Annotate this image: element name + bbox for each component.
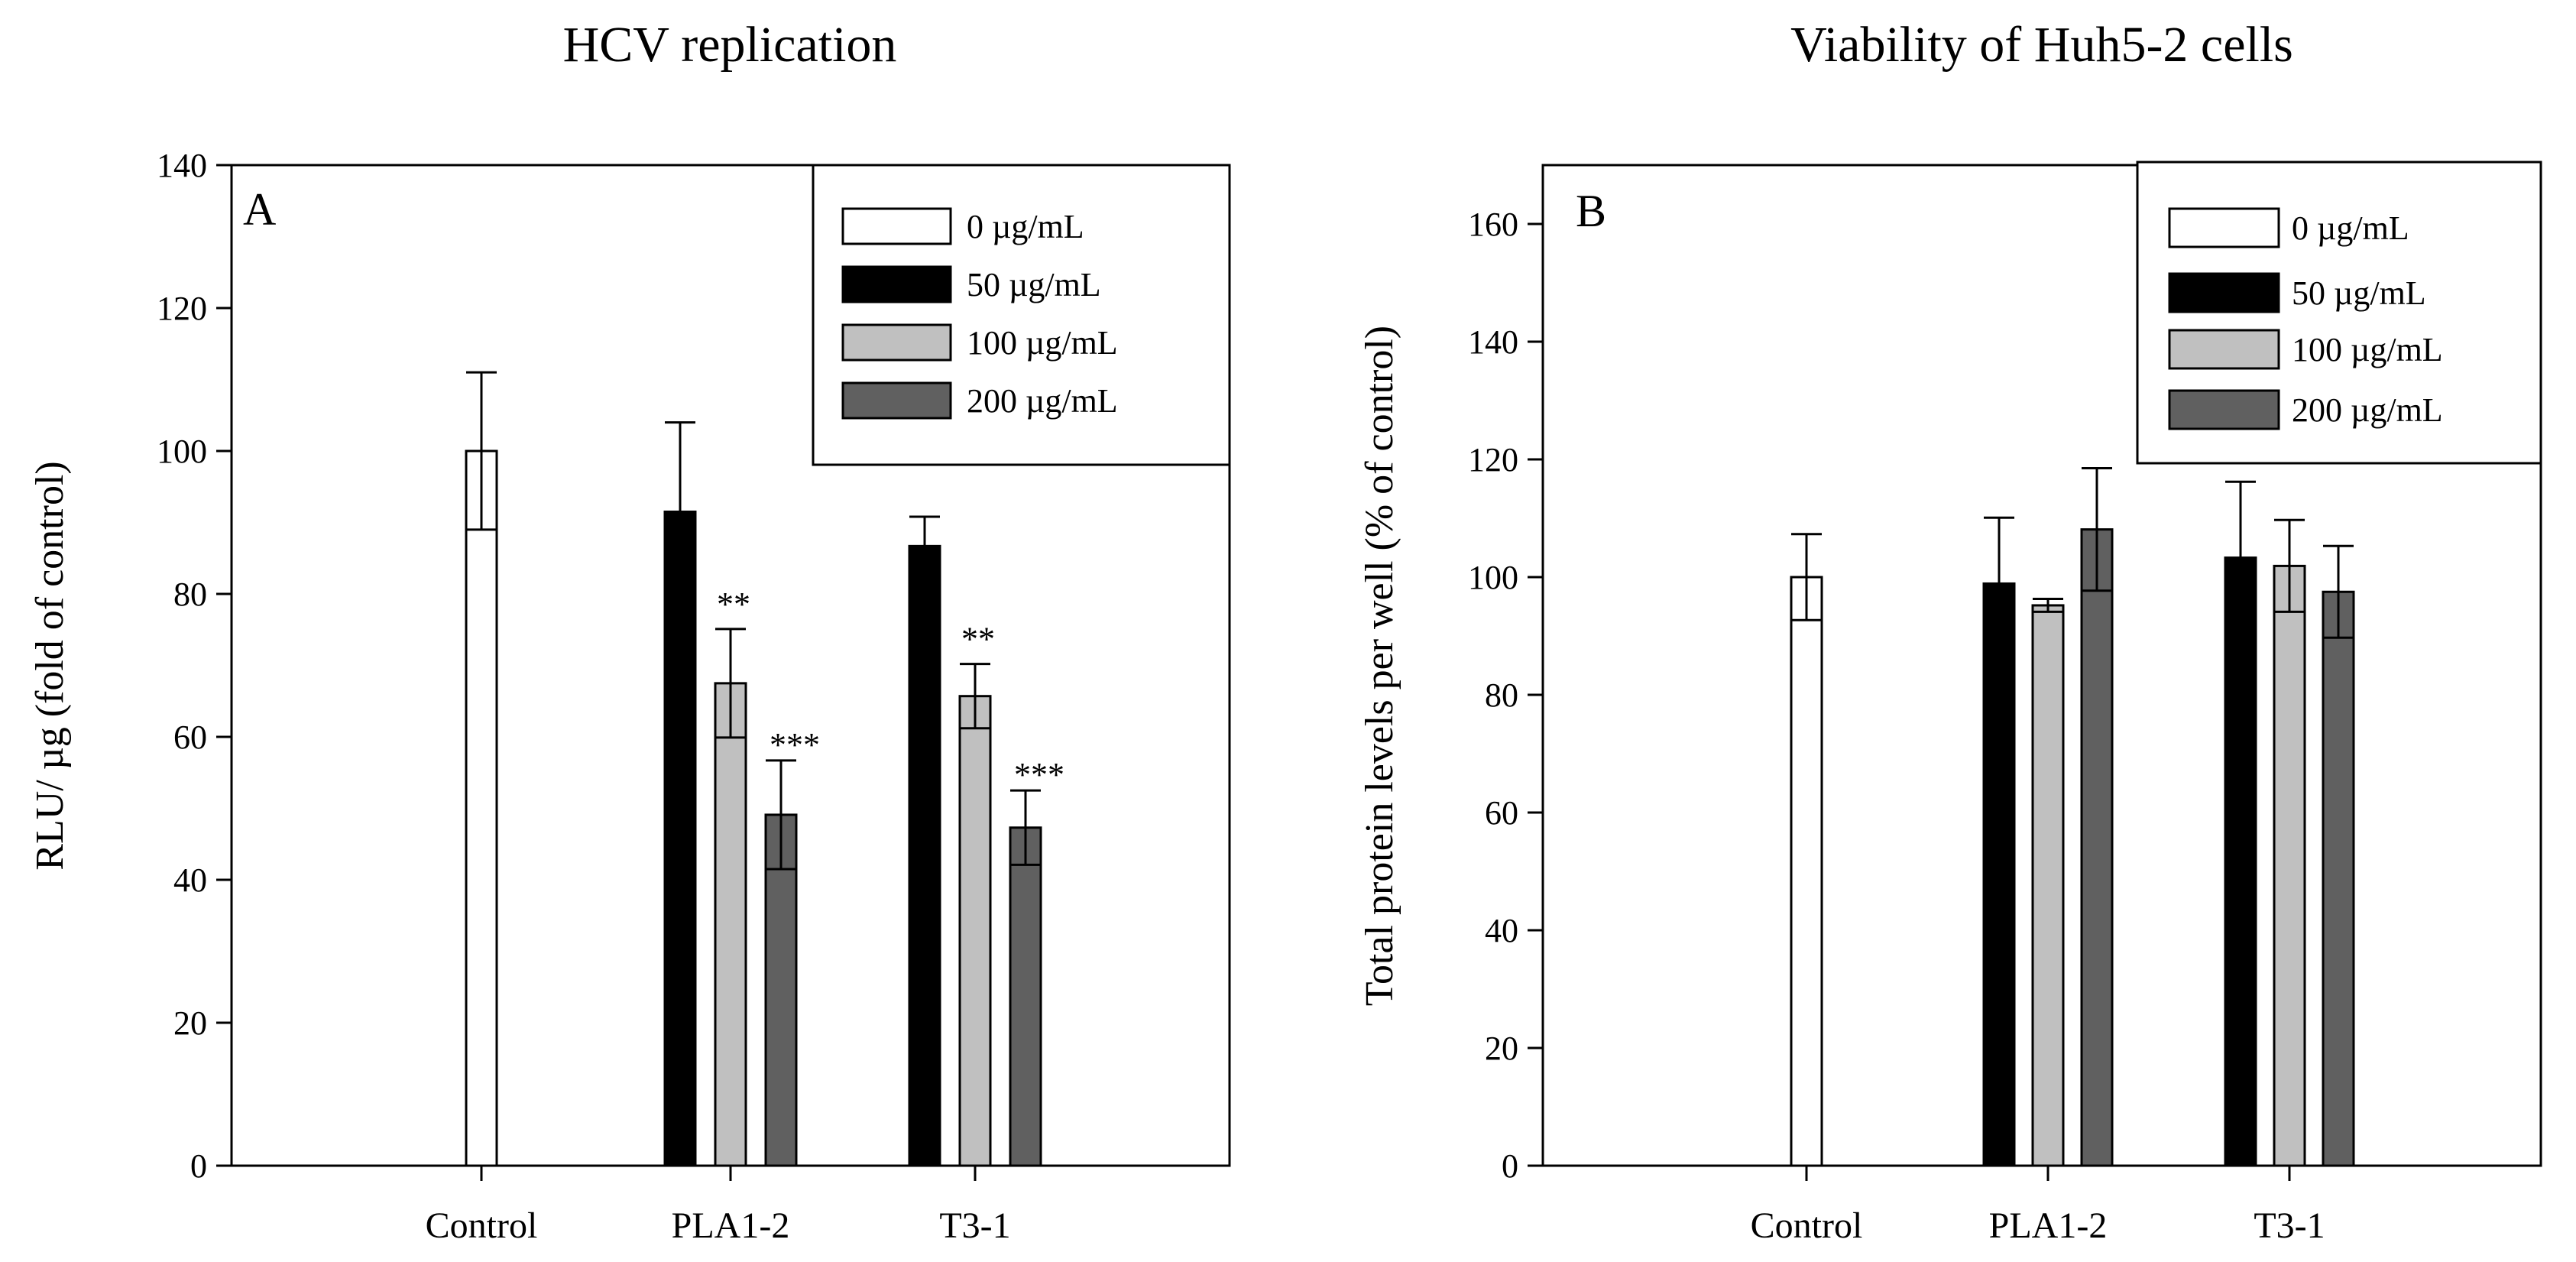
panel-a-y-tick-label: 40 [173,861,207,899]
panel-b-bar [2080,528,2114,1167]
panel-a-bar [908,544,941,1167]
panel-a-significance-label: ** [717,586,750,623]
panel-b-title: Viability of Huh5-2 cells [1790,17,2293,73]
panel-a-y-ticks: 0 20 40 60 80 100 120 140 [157,147,232,1185]
panel-a-bar [958,695,992,1167]
panel-b-y-tick-label: 60 [1485,794,1518,832]
panel-a-x-tick-label: T3-1 [939,1205,1010,1246]
panel-a-y-tick-label: 20 [173,1004,207,1042]
panel-b-y-tick-label: 20 [1485,1030,1518,1067]
panel-a-legend-label: 200 µg/mL [967,382,1118,420]
panel-a-chart: HCV replication RLU/ µg (fold of control… [28,17,1231,1246]
panel-b-bar [2273,564,2306,1167]
panel-b-y-tick-label: 120 [1468,441,1518,479]
panel-b-legend: 0 µg/mL 50 µg/mL 100 µg/mL 200 µg/mL [2136,161,2542,465]
panel-a-title: HCV replication [563,17,897,73]
panel-a-bar [714,682,747,1167]
panel-a-legend-swatch [841,323,952,362]
panel-b-x-tick-label: Control [1751,1205,1863,1246]
panel-a-bar [465,449,498,1167]
panel-b-legend-swatch [2168,207,2280,248]
panel-a-y-tick-label: 120 [157,290,207,327]
panel-b-legend-label: 0 µg/mL [2292,209,2409,247]
panel-a-bar [1009,826,1042,1167]
panel-b-legend-label: 100 µg/mL [2292,331,2443,368]
panel-a-significance-label: *** [1014,756,1064,793]
panel-a-y-tick-label: 100 [157,433,207,470]
panel-b-y-ticks: 0 20 40 60 80 100 120 140 160 [1468,206,1543,1185]
panel-a-legend-label: 50 µg/mL [967,266,1101,303]
panel-b-bar [1982,582,2016,1167]
panel-b-x-tick-label: T3-1 [2254,1205,2325,1246]
panel-b-bar [2224,556,2257,1167]
panel-b-bar [2322,590,2355,1167]
panel-a-legend-label: 0 µg/mL [967,208,1084,245]
panel-b-x-ticks: Control PLA1-2 T3-1 [1751,1166,2325,1246]
panel-b-legend-label: 50 µg/mL [2292,274,2426,312]
panel-b-y-tick-label: 80 [1485,676,1518,714]
panel-a-letter: A [243,184,276,235]
panel-b-y-axis-label: Total protein levels per well (% of cont… [1358,326,1401,1006]
panel-a-y-tick-label: 60 [173,719,207,756]
panel-a-significance-label: ** [961,621,995,658]
panel-b-x-tick-label: PLA1-2 [1989,1205,2108,1246]
panel-b-chart: Viability of Huh5-2 cells Total protein … [1358,17,2542,1246]
panel-b-y-tick-label: 140 [1468,323,1518,361]
panel-a-y-tick-label: 140 [157,147,207,184]
panel-a-legend-swatch [841,265,952,303]
panel-b-legend-swatch [2168,389,2280,430]
panel-a-x-tick-label: PLA1-2 [672,1205,790,1246]
panel-b-y-tick-label: 100 [1468,559,1518,596]
panel-a-bars: ********** [465,371,1064,1167]
panel-a-bar [663,510,697,1167]
panel-b-bar [2031,604,2065,1167]
panel-b-y-tick-label: 160 [1468,206,1518,243]
panel-b-y-tick-label: 40 [1485,912,1518,949]
panel-b-y-tick-label: 0 [1502,1147,1518,1185]
panel-a-legend-swatch [841,381,952,420]
panel-b-legend-swatch [2168,329,2280,370]
panel-b-legend-label: 200 µg/mL [2292,391,2443,429]
panel-a-x-tick-label: Control [426,1205,538,1246]
panel-b-legend-swatch [2168,272,2280,313]
panel-b-letter: B [1576,186,1606,236]
panel-a-y-axis-label: RLU/ µg (fold of control) [28,461,72,870]
panel-a-bar [764,813,798,1167]
panel-b-bars [1790,467,2355,1167]
panel-b-bar [1790,576,1823,1167]
panel-a-legend: 0 µg/mL 50 µg/mL 100 µg/mL 200 µg/mL [812,164,1231,466]
panel-a-legend-swatch [841,207,952,245]
panel-a-y-tick-label: 80 [173,576,207,613]
panel-a-y-tick-label: 0 [190,1147,207,1185]
panel-a-legend-label: 100 µg/mL [967,324,1118,362]
panel-a-x-ticks: Control PLA1-2 T3-1 [426,1166,1011,1246]
panel-a-significance-label: *** [770,726,820,764]
